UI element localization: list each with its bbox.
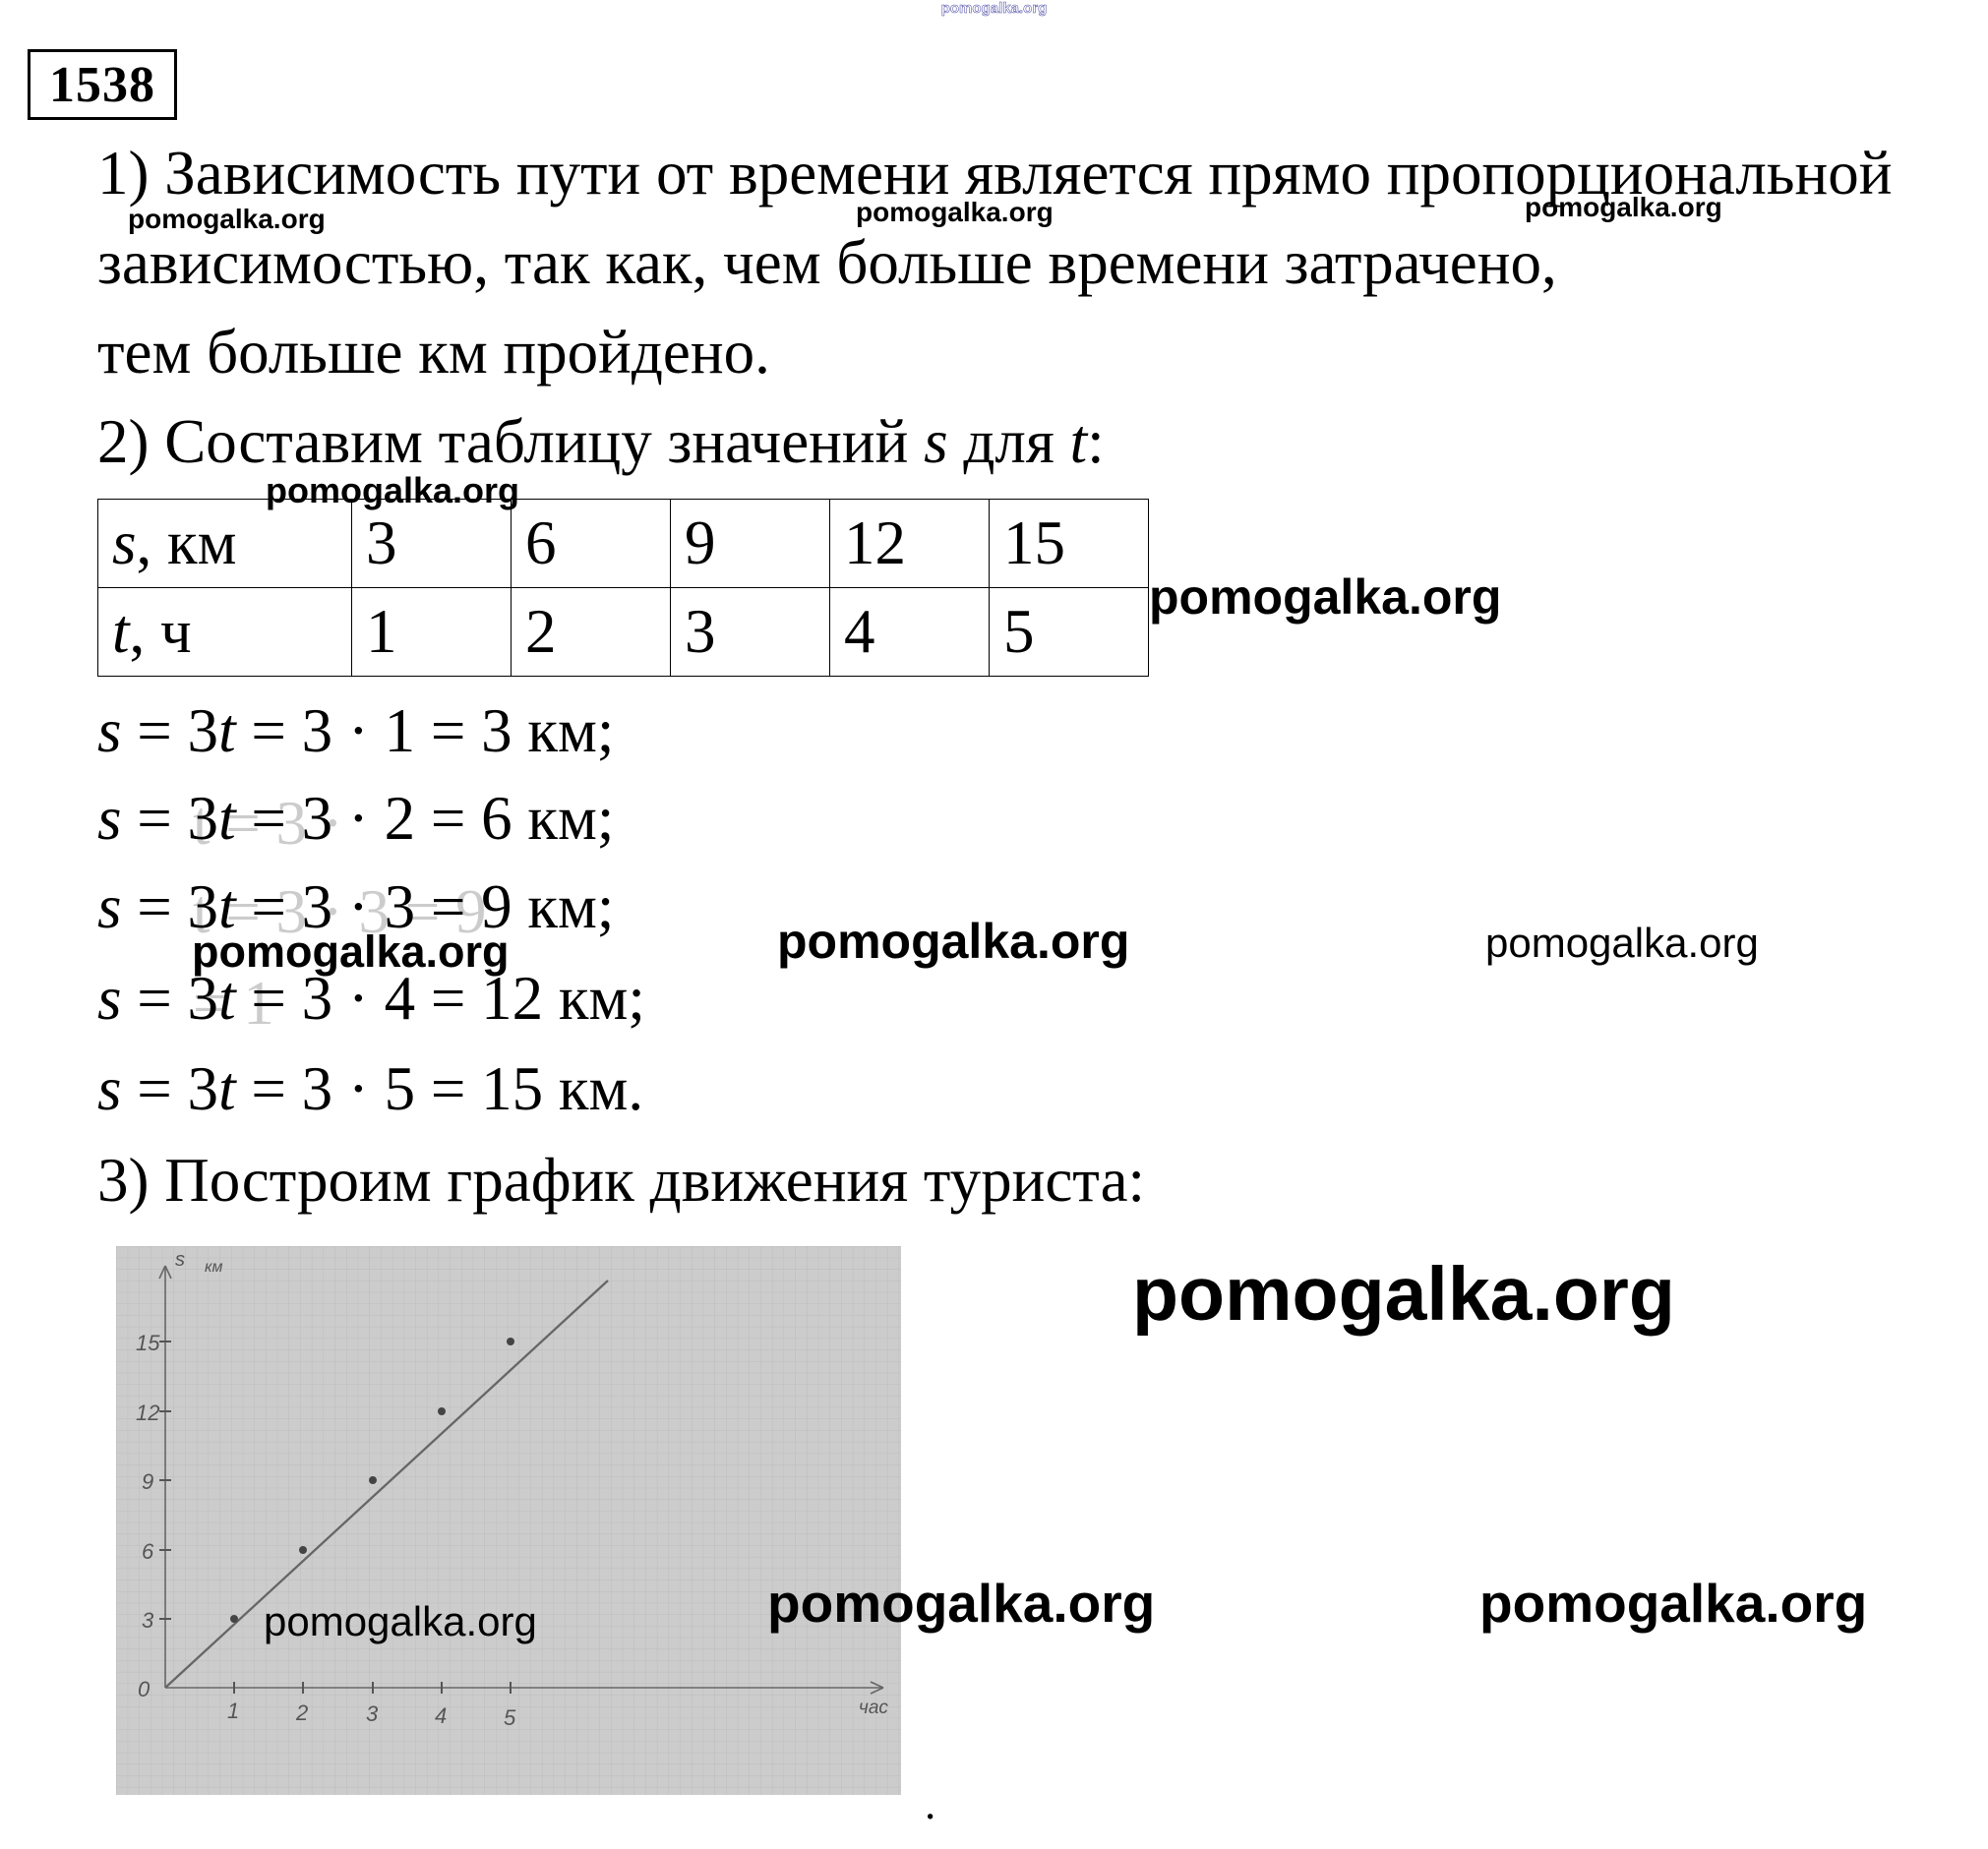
svg-text:км: км (205, 1259, 223, 1276)
svg-text:6: 6 (142, 1539, 154, 1564)
svg-text:2: 2 (295, 1700, 308, 1725)
svg-text:9: 9 (142, 1469, 153, 1494)
svg-text:час: час (859, 1698, 888, 1718)
svg-text:1: 1 (227, 1699, 239, 1723)
svg-text:15: 15 (136, 1331, 160, 1355)
svg-text:0: 0 (138, 1677, 151, 1701)
svg-text:12: 12 (136, 1401, 159, 1425)
svg-text:3: 3 (142, 1608, 154, 1633)
svg-text:s: s (175, 1249, 185, 1271)
svg-text:5: 5 (504, 1705, 516, 1730)
svg-text:3: 3 (366, 1701, 379, 1726)
svg-text:4: 4 (435, 1703, 447, 1728)
